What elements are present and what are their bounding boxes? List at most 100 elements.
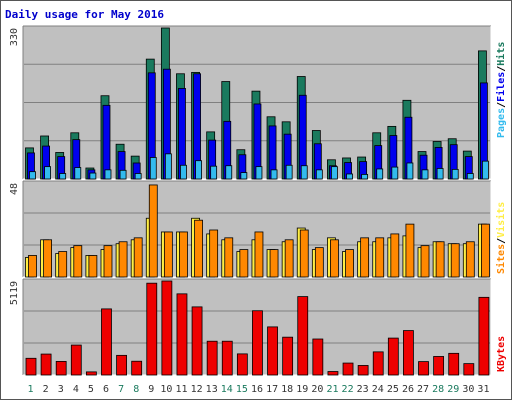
bar-sites-day-27 [420,245,430,278]
bar-files-day-6 [102,104,111,180]
x-tick-label: 5 [88,384,94,395]
x-tick-label: 4 [73,384,79,395]
bar-pages-day-10 [164,153,172,180]
y-max-label-bottom: 5119 [9,281,20,305]
bar-sites-day-29 [450,243,460,278]
bar-sites-day-1 [28,255,37,278]
bar-pages-day-20 [315,169,323,180]
x-tick-label: 24 [372,384,384,395]
bar-pages-day-1 [29,171,36,180]
x-tick-label: 22 [342,384,354,395]
bar-sites-day-7 [118,241,128,278]
x-tick-label: 7 [118,384,124,395]
bar-pages-day-11 [180,164,187,180]
bar-pages-day-28 [436,168,444,180]
x-tick-label: 15 [236,384,248,395]
bar-kbytes-day-23 [357,365,369,376]
x-tick-label: 1 [28,384,34,395]
bar-pages-day-30 [466,173,474,180]
x-tick-label: 19 [296,384,308,395]
bar-pages-day-18 [285,164,293,180]
x-tick-label: 8 [133,384,139,395]
bar-kbytes-day-21 [327,371,339,376]
bar-pages-day-26 [406,162,414,180]
bar-sites-day-10 [163,231,173,278]
bar-pages-day-21 [331,166,338,180]
x-tick-label: 29 [447,384,459,395]
bar-sites-day-14 [224,237,234,278]
bar-kbytes-day-17 [267,326,278,376]
bar-kbytes-day-14 [221,340,233,376]
legend-item: Visits [495,202,507,238]
legend-bottom: KBytes [496,336,507,372]
bar-pages-day-22 [346,173,353,180]
bar-pages-day-7 [119,169,127,180]
bar-sites-day-20 [314,247,324,278]
bar-kbytes-day-13 [206,340,218,376]
bar-sites-day-6 [103,245,113,278]
bar-pages-day-31 [482,160,489,180]
bar-sites-day-12 [194,219,203,278]
bar-sites-day-15 [239,249,249,278]
y-max-label-top: 330 [9,28,20,46]
bar-pages-day-3 [59,173,67,180]
x-tick-label: 3 [58,384,64,395]
x-tick-label: 2 [43,384,49,395]
bar-pages-day-19 [300,165,308,180]
bar-pages-day-17 [270,169,278,180]
bar-sites-day-24 [375,237,385,278]
bar-pages-day-16 [255,166,263,180]
bar-kbytes-day-11 [176,293,188,376]
bar-pages-day-24 [376,168,384,180]
bar-pages-day-5 [89,172,97,180]
bar-sites-day-28 [435,241,445,278]
bar-sites-day-23 [360,237,370,278]
bar-pages-day-15 [240,172,248,180]
bar-kbytes-day-27 [418,361,429,376]
x-tick-label: 9 [148,384,154,395]
bar-kbytes-day-6 [101,308,112,376]
bar-kbytes-day-29 [448,352,460,376]
legend-item: Sites [495,244,507,274]
bar-pages-day-23 [361,174,369,180]
legend-item: Pages [496,108,507,138]
bar-pages-day-25 [391,166,399,180]
bar-kbytes-day-19 [297,296,309,376]
bar-sites-day-18 [284,239,294,278]
legend-item: / [496,66,507,72]
page-title: Daily usage for May 2016 [5,8,164,21]
legend-top: Pages/Files/Hits [495,42,507,138]
bar-kbytes-day-28 [433,356,445,376]
bar-sites-day-11 [179,231,188,278]
x-tick-label: 14 [221,384,233,395]
x-tick-label: 27 [417,384,429,395]
x-tick-label: 13 [206,384,218,395]
x-tick-label: 21 [326,384,338,395]
x-tick-label: 28 [432,384,444,395]
bar-kbytes-day-20 [312,338,324,376]
x-tick-label: 25 [387,384,399,395]
bar-sites-day-21 [330,239,339,278]
bar-kbytes-day-10 [161,280,173,376]
bar-pages-day-2 [44,166,51,180]
bar-kbytes-day-4 [70,344,82,376]
x-tick-label: 31 [477,384,489,395]
bar-kbytes-day-7 [116,354,127,376]
x-tick-label: 18 [281,384,293,395]
x-tick-label: 26 [402,384,414,395]
bar-kbytes-day-15 [236,353,248,376]
bar-sites-day-13 [209,229,219,278]
bar-sites-day-8 [133,237,143,278]
legend-middle: Sites/Visits [495,202,507,274]
x-tick-label: 11 [175,384,187,395]
bar-sites-day-3 [58,251,68,278]
bar-kbytes-day-24 [372,351,384,376]
x-tick-label: 16 [251,384,263,395]
bar-sites-day-31 [481,223,490,278]
bar-pages-day-13 [210,165,218,180]
x-tick-label: 6 [103,384,109,395]
x-tick-label: 23 [357,384,369,395]
x-tick-label: 17 [266,384,278,395]
legend-item: / [496,238,507,244]
